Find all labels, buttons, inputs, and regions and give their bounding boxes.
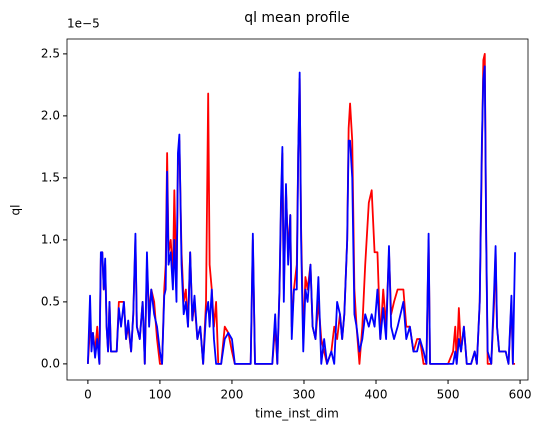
y-tick-label: 2.5 (41, 46, 60, 60)
data-line (86, 65, 516, 365)
x-tick-label: 500 (437, 388, 460, 402)
x-tick-label: 200 (220, 388, 243, 402)
x-tick-label: 400 (365, 388, 388, 402)
chart-title: ql mean profile (244, 10, 350, 26)
y-tick-label: 1.5 (41, 170, 60, 184)
y-tick-label: 2.0 (41, 108, 60, 122)
x-tick-label: 100 (148, 388, 171, 402)
y-axis-label: ql (9, 205, 23, 216)
x-axis-label: time_inst_dim (255, 407, 339, 421)
y-tick-label: 0.5 (41, 294, 60, 308)
offset-text: 1e−5 (67, 17, 100, 31)
y-tick-label: 0.0 (41, 356, 60, 370)
x-tick-label: 300 (293, 388, 316, 402)
plot-frame (66, 38, 529, 381)
x-tick-label: 0 (84, 388, 92, 402)
y-tick-label: 1.0 (41, 232, 60, 246)
x-tick-label: 600 (509, 388, 532, 402)
